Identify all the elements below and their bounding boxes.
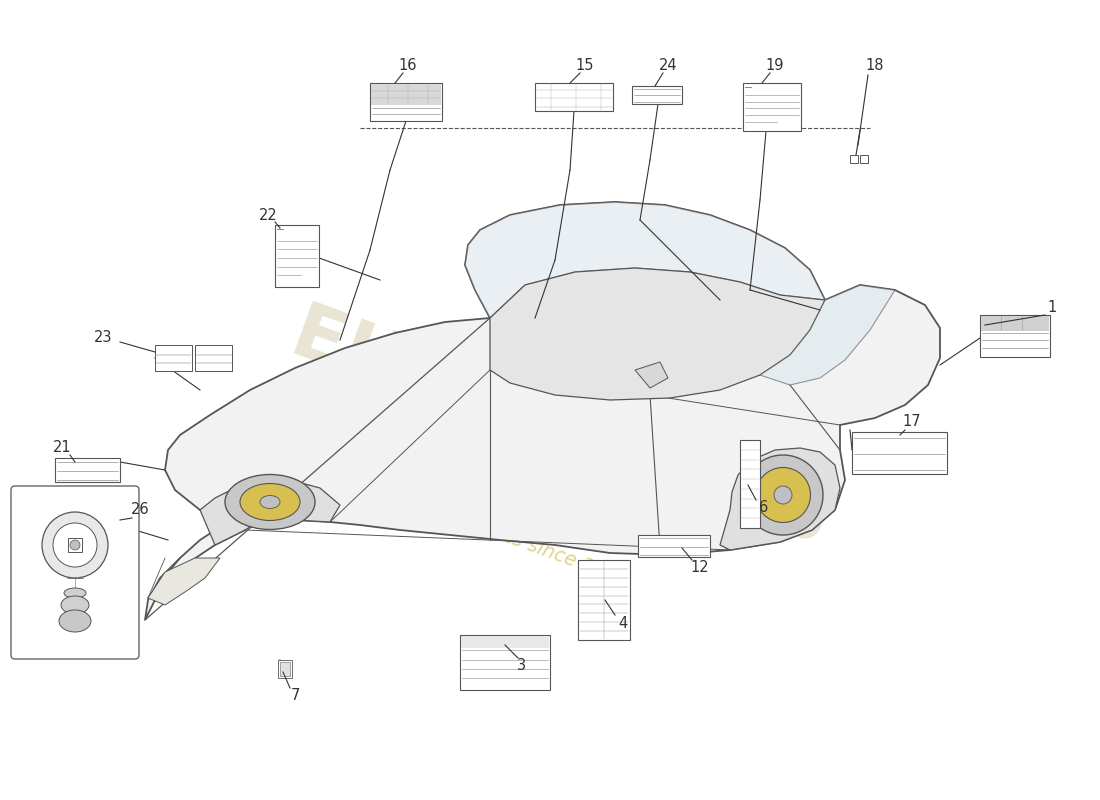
Ellipse shape [64,588,86,598]
Bar [850,155,858,163]
Text: 6: 6 [759,501,769,515]
Ellipse shape [59,610,91,632]
Text: 18: 18 [866,58,884,73]
Bar [632,86,682,104]
Text: 15: 15 [575,58,594,73]
Text: 17: 17 [903,414,922,430]
Text: 7: 7 [290,687,299,702]
Text: 21: 21 [53,441,72,455]
Polygon shape [635,362,668,388]
Polygon shape [490,268,825,400]
Text: 23: 23 [94,330,112,345]
Bar [742,83,801,131]
Text: a passion for parts since 1985: a passion for parts since 1985 [349,470,631,590]
Bar [461,636,549,648]
Bar [278,660,292,678]
Bar [852,432,947,474]
Text: 19: 19 [766,58,784,73]
Polygon shape [720,448,840,550]
Ellipse shape [226,474,315,530]
Bar [578,560,630,640]
Circle shape [42,512,108,578]
Text: 12: 12 [691,561,710,575]
Bar [460,635,550,690]
Ellipse shape [240,483,300,521]
Ellipse shape [60,596,89,614]
Polygon shape [148,558,220,605]
FancyBboxPatch shape [11,486,139,659]
Bar [371,84,441,105]
Text: 26: 26 [131,502,150,518]
Bar [535,83,613,111]
Bar [980,315,1050,357]
Bar [280,662,290,676]
Text: 4: 4 [618,615,628,630]
Circle shape [53,523,97,567]
Text: 3: 3 [517,658,527,674]
Bar [155,345,192,371]
Bar [68,538,82,552]
Bar [638,535,710,557]
Bar [195,345,232,371]
Polygon shape [760,285,895,385]
Polygon shape [465,202,825,318]
Text: EUROSPARES: EUROSPARES [280,298,839,562]
Text: 22: 22 [258,207,277,222]
Text: 24: 24 [659,58,678,73]
Ellipse shape [756,467,811,522]
Ellipse shape [260,495,280,509]
Bar [981,316,1049,330]
Bar [370,83,442,121]
Text: 1: 1 [1047,301,1057,315]
Bar [275,225,319,287]
Polygon shape [200,480,340,545]
Polygon shape [145,202,940,620]
Bar [55,458,120,482]
Ellipse shape [742,455,823,535]
Ellipse shape [774,486,792,504]
Bar [860,155,868,163]
Bar [740,440,760,528]
Text: 16: 16 [398,58,417,73]
Circle shape [70,540,80,550]
